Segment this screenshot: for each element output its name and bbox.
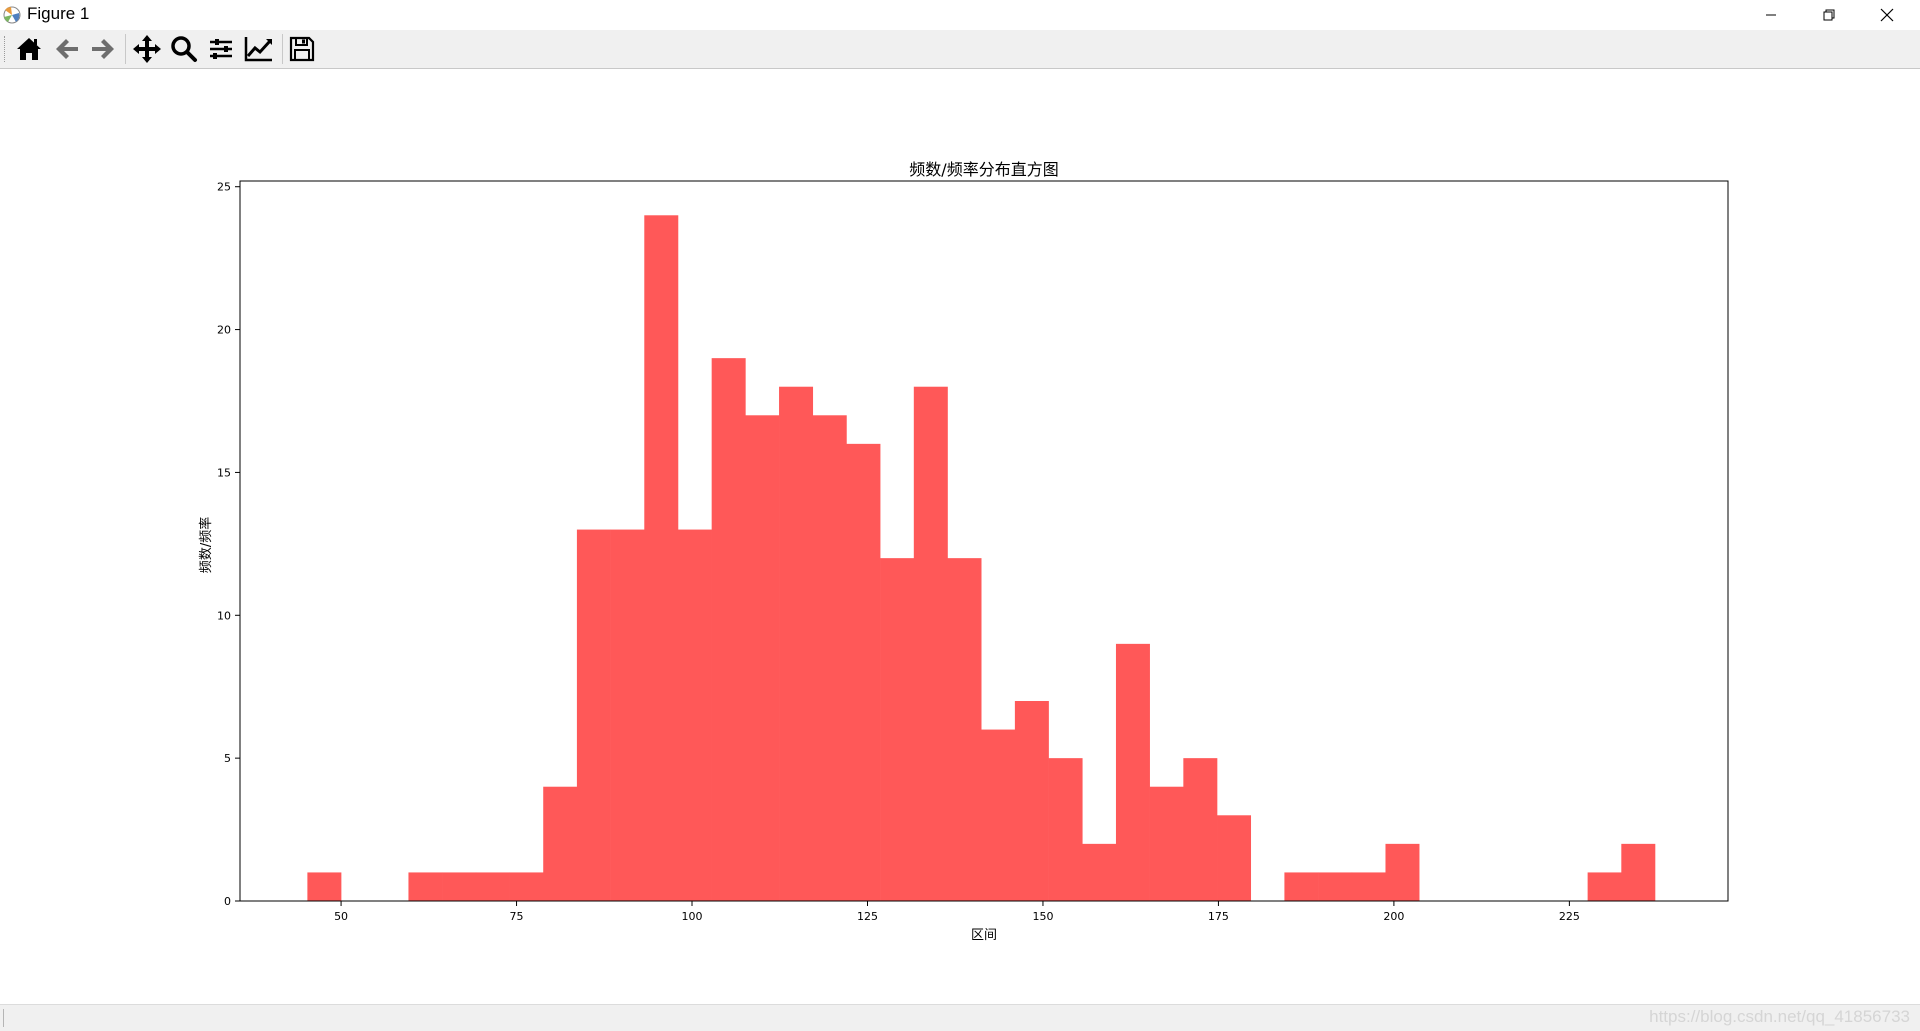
histogram-bar <box>644 215 679 902</box>
y-tick-label: 25 <box>217 181 231 194</box>
forward-button[interactable] <box>87 33 119 65</box>
sliders-icon <box>210 39 232 59</box>
histogram-bar <box>1014 701 1049 901</box>
histogram-bar <box>711 358 746 902</box>
pan-button[interactable] <box>131 33 163 65</box>
x-axis-label: 区间 <box>971 928 997 943</box>
y-tick-label: 15 <box>217 466 231 479</box>
y-axis: 0 5 10 15 20 25 <box>217 181 240 908</box>
histogram-bar <box>1115 643 1150 901</box>
histogram-chart: 频数/频率分布直方图 区间 频数/频率 50 75 100 125 150 175 200 2… <box>198 160 1729 943</box>
y-tick-label: 5 <box>224 752 231 765</box>
histogram-bar <box>408 872 443 901</box>
minimize-icon <box>1766 14 1776 16</box>
histogram-bar <box>1048 758 1083 901</box>
histogram-bar <box>543 786 578 901</box>
histogram-bar <box>812 415 847 901</box>
histogram-bar <box>677 529 712 901</box>
figure-canvas[interactable]: 频数/频率分布直方图 区间 频数/频率 50 75 100 125 150 175 200 2… <box>0 69 1920 1004</box>
toolbar-separator <box>282 34 283 64</box>
histogram-bar <box>610 529 645 901</box>
axes-frame <box>239 180 1729 902</box>
histogram-bar <box>981 729 1016 901</box>
x-tick-label: 100 <box>682 910 703 923</box>
watermark-text: https://blog.csdn.net/qq_41856733 <box>1649 1007 1910 1026</box>
window-titlebar: Figure 1 <box>0 0 1920 30</box>
subplots-button[interactable] <box>205 33 237 65</box>
histogram-bar <box>1082 843 1117 901</box>
x-tick-label: 200 <box>1383 910 1404 923</box>
restore-button[interactable] <box>1800 0 1858 30</box>
restore-icon <box>1823 9 1835 21</box>
histogram-bar <box>1149 786 1184 901</box>
arrow-left-icon <box>56 39 78 59</box>
arrow-right-icon <box>92 39 114 59</box>
x-tick-label: 125 <box>857 910 878 923</box>
bars-group <box>307 215 1656 902</box>
close-icon <box>1880 8 1894 22</box>
y-tick-label: 10 <box>217 609 231 622</box>
histogram-bar <box>1621 843 1656 901</box>
histogram-bar <box>1587 872 1622 901</box>
zoom-button[interactable] <box>168 33 200 65</box>
x-tick-label: 50 <box>334 910 348 923</box>
histogram-bar <box>307 872 342 901</box>
navigation-toolbar <box>0 30 1920 69</box>
histogram-bar <box>745 415 780 901</box>
x-tick-label: 150 <box>1032 910 1053 923</box>
x-axis: 50 75 100 125 150 175 200 225 <box>334 901 1580 923</box>
x-tick-label: 75 <box>510 910 524 923</box>
save-button[interactable] <box>286 33 318 65</box>
magnifier-icon <box>171 36 197 62</box>
home-icon <box>17 38 41 60</box>
histogram-bar <box>576 529 611 901</box>
home-button[interactable] <box>13 33 45 65</box>
status-grip <box>3 1009 4 1027</box>
close-button[interactable] <box>1858 0 1916 30</box>
window-title: Figure 1 <box>27 4 90 23</box>
status-bar: https://blog.csdn.net/qq_41856733 <box>0 1004 1920 1031</box>
histogram-bar <box>1217 815 1252 901</box>
histogram-bar <box>442 872 477 901</box>
histogram-bar <box>947 558 982 901</box>
x-tick-label: 225 <box>1559 910 1580 923</box>
move-icon <box>133 35 161 63</box>
chart-title: 频数/频率分布直方图 <box>909 160 1058 179</box>
histogram-bar <box>1183 758 1218 901</box>
toolbar-separator <box>125 34 126 64</box>
histogram-bar <box>1318 872 1353 901</box>
back-button[interactable] <box>51 33 83 65</box>
toolbar-grip <box>4 36 8 62</box>
histogram-bar <box>779 386 814 901</box>
y-axis-label: 频数/频率 <box>198 517 214 573</box>
y-tick-label: 0 <box>224 895 231 908</box>
line-chart-icon <box>244 37 272 62</box>
x-tick-label: 175 <box>1208 910 1229 923</box>
histogram-bar <box>1351 872 1386 901</box>
histogram-bar <box>880 558 915 901</box>
histogram-bar <box>846 443 881 901</box>
floppy-disk-icon <box>289 36 315 62</box>
matplotlib-icon <box>3 6 21 24</box>
minimize-button[interactable] <box>1742 0 1800 30</box>
histogram-bar <box>1385 843 1420 901</box>
histogram-bar <box>475 872 510 901</box>
histogram-bar <box>1284 872 1319 901</box>
histogram-bar <box>913 386 948 901</box>
histogram-bar <box>509 872 544 901</box>
y-tick-label: 20 <box>217 324 231 337</box>
edit-axis-button[interactable] <box>243 33 275 65</box>
